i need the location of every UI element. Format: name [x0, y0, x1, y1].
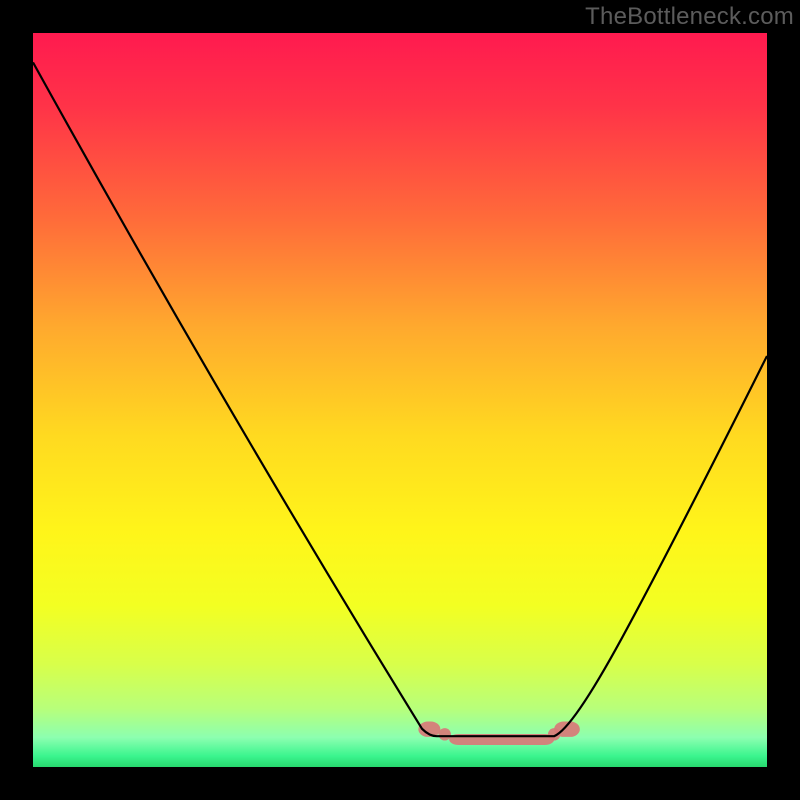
- gradient-background: [33, 33, 767, 767]
- optimal-range-joint: [439, 728, 451, 740]
- watermark-text: TheBottleneck.com: [585, 3, 794, 31]
- bottleneck-chart: [0, 0, 800, 800]
